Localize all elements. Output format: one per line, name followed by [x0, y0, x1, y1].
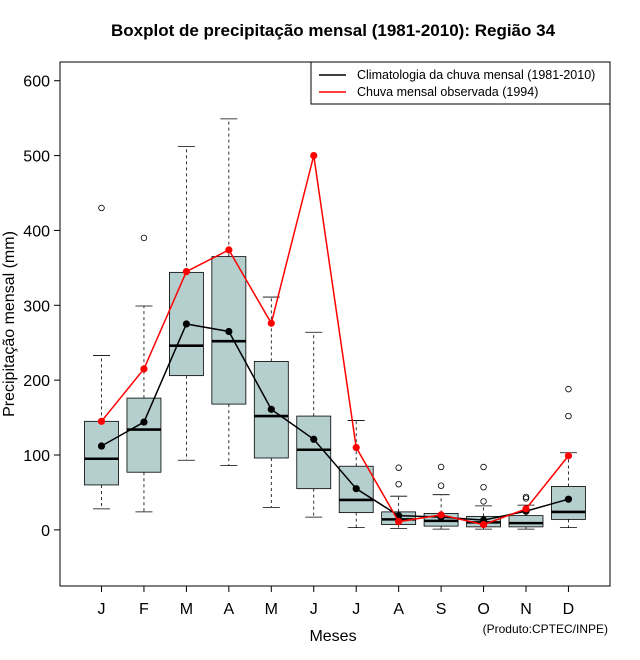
x-tick-label: F	[139, 601, 149, 618]
outlier-point	[395, 480, 402, 488]
y-tick-label: 300	[23, 298, 50, 315]
y-tick-label: 400	[23, 223, 50, 240]
climatology-point	[182, 320, 190, 328]
climatology-point	[564, 495, 573, 503]
outlier-point	[395, 464, 402, 471]
outlier-point	[522, 493, 530, 501]
y-tick-label: 200	[23, 373, 50, 390]
y-tick-label: 100	[23, 448, 50, 465]
box-iqr	[84, 420, 119, 486]
outlier-point	[140, 234, 148, 242]
observed-point	[564, 452, 573, 460]
x-tick-label: M	[180, 601, 193, 618]
y-tick-label: 0	[41, 523, 50, 540]
observed-point	[97, 417, 106, 425]
box-1	[126, 234, 162, 513]
box-3	[211, 118, 247, 466]
box-iqr	[508, 515, 544, 528]
x-tick-label: O	[477, 601, 489, 618]
y-axis-label: Precipitação mensal (mm)	[1, 231, 18, 417]
x-tick-label: M	[265, 601, 278, 618]
outlier-point	[565, 385, 572, 393]
observed-point	[352, 443, 360, 452]
observed-point	[225, 246, 233, 254]
outlier-point	[98, 204, 105, 212]
legend-label-climatology: Climatologia da chuva mensal (1981-2010)	[357, 68, 595, 82]
observed-point	[182, 268, 190, 276]
box-4	[253, 296, 289, 508]
observed-point	[437, 511, 445, 519]
climatology-line	[101, 323, 569, 521]
x-tick-label: J	[352, 601, 360, 618]
observed-point	[522, 505, 530, 513]
observed-line	[100, 155, 570, 526]
box-10	[508, 493, 544, 530]
observed-point	[479, 521, 488, 529]
climatology-point	[140, 418, 148, 426]
y-tick-label: 600	[23, 74, 50, 91]
x-axis-label: Meses	[309, 628, 356, 645]
box-iqr	[126, 397, 162, 473]
x-tick-label: S	[436, 601, 447, 618]
legend: Climatologia da chuva mensal (1981-2010)…	[310, 61, 611, 105]
x-tick-label: A	[224, 601, 235, 618]
observed-point	[267, 319, 275, 327]
climatology-point	[97, 442, 106, 450]
chart-title: Boxplot de precipitação mensal (1981-201…	[111, 21, 556, 40]
credit-text: (Produto:CPTEC/INPE)	[483, 622, 608, 636]
climatology-point	[267, 405, 275, 413]
x-tick-label: N	[520, 601, 532, 618]
x-tick-label: D	[563, 601, 575, 618]
outlier-point	[437, 463, 445, 471]
climatology-point	[310, 435, 318, 443]
box-5	[296, 331, 332, 518]
boxes-group	[84, 118, 586, 530]
outlier-point	[565, 412, 572, 420]
climatology-point	[352, 485, 360, 493]
outlier-point	[480, 498, 487, 505]
x-tick-label: J	[98, 601, 106, 618]
observed-point	[310, 151, 318, 160]
observed-point	[140, 365, 148, 373]
outlier-point	[480, 463, 487, 471]
outlier-point	[480, 483, 487, 491]
box-0	[84, 204, 119, 510]
x-tick-label: A	[393, 601, 404, 618]
y-tick-label: 500	[23, 149, 50, 166]
x-tick-label: J	[310, 601, 318, 618]
box-2	[168, 146, 204, 461]
climatology-point	[225, 327, 233, 336]
observed-point	[395, 518, 403, 526]
legend-box	[310, 61, 611, 105]
legend-label-observed: Chuva mensal observada (1994)	[357, 85, 538, 99]
lines-group	[97, 151, 573, 529]
y-axis: 0 100 200 300 400 500 600	[23, 74, 60, 540]
outlier-point	[437, 482, 445, 489]
